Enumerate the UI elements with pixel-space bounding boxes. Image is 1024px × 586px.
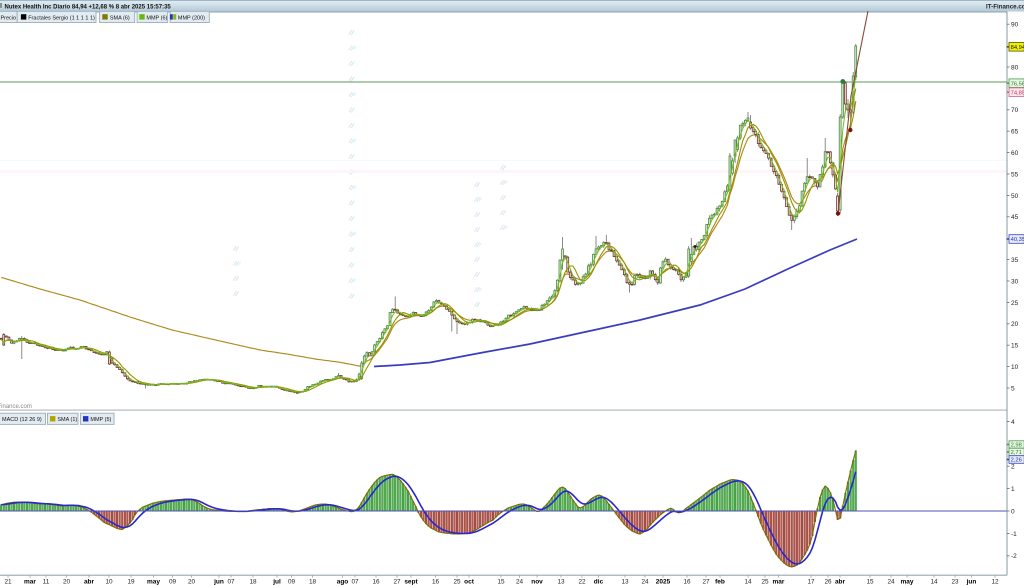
svg-text:2025: 2025 [656,579,671,586]
svg-text:13: 13 [621,579,629,586]
svg-text:18: 18 [249,579,257,586]
svg-text:jul: jul [272,579,281,586]
svg-text:27: 27 [393,579,401,586]
svg-text:sept: sept [404,579,418,586]
svg-text:may: may [900,579,913,586]
svg-text:10: 10 [1011,364,1019,371]
svg-text:24: 24 [516,579,524,586]
svg-text:dic: dic [594,579,604,586]
svg-text:0: 0 [1011,508,1015,515]
svg-text:IT-Finance.com: IT-Finance.com [0,404,32,410]
svg-text:74,85: 74,85 [1011,90,1024,96]
svg-text:25: 25 [761,579,769,586]
svg-text:Nutex Health Inc Diario 84,94: Nutex Health Inc Diario 84,94 +12,68 % 8… [5,5,172,11]
svg-text:2: 2 [1011,464,1015,471]
svg-text:abr: abr [84,579,95,586]
svg-text:40,35: 40,35 [1011,237,1024,243]
svg-text:11: 11 [43,579,50,586]
svg-text:65: 65 [1011,129,1019,136]
svg-text:20: 20 [63,579,71,586]
svg-text:55: 55 [1011,171,1019,178]
svg-text:50: 50 [1011,193,1019,200]
svg-text:21: 21 [4,579,12,586]
svg-text:90: 90 [1011,22,1019,29]
svg-text:4: 4 [1011,419,1015,426]
svg-text:feb: feb [715,579,725,586]
svg-text:may: may [147,579,160,586]
svg-text:76,56: 76,56 [1011,81,1024,87]
svg-text:1: 1 [1011,486,1015,493]
svg-text:13: 13 [557,579,565,586]
svg-text:10: 10 [105,579,113,586]
svg-text:mar: mar [773,579,785,586]
svg-text:SMA (1): SMA (1) [57,417,77,423]
svg-text:25: 25 [1011,300,1019,307]
svg-text:5: 5 [1011,385,1015,392]
svg-text:nov: nov [531,579,543,586]
svg-text:jun: jun [213,579,224,586]
svg-text:16: 16 [432,579,440,586]
svg-text:24: 24 [641,579,649,586]
svg-text:20: 20 [188,579,196,586]
svg-text:jun: jun [966,579,977,586]
svg-text:15: 15 [497,579,505,586]
svg-text:16: 16 [683,579,691,586]
svg-text:24: 24 [887,579,895,586]
svg-text:15: 15 [1011,343,1019,350]
svg-text:-2: -2 [1011,553,1017,560]
svg-text:MMP (200): MMP (200) [178,15,205,21]
svg-text:Precio: Precio [1,15,17,21]
svg-text:16: 16 [372,579,380,586]
svg-text:09: 09 [288,579,296,586]
svg-text:Fractales Sergio (1 1 1 1 1): Fractales Sergio (1 1 1 1 1) [28,15,95,21]
svg-text:45: 45 [1011,214,1019,221]
svg-text:20: 20 [1011,321,1019,328]
svg-text:70: 70 [1011,107,1019,114]
svg-text:14: 14 [744,579,752,586]
svg-text:22: 22 [578,579,586,586]
svg-text:18: 18 [309,579,317,586]
svg-text:MACD (12 26 9): MACD (12 26 9) [2,417,42,423]
svg-text:oct: oct [464,579,475,586]
svg-text:IT-Finance.com: IT-Finance.com [986,4,1024,11]
svg-text:2,71: 2,71 [1011,450,1022,456]
svg-text:12: 12 [991,579,999,586]
svg-text:MMP (6): MMP (6) [146,15,167,21]
svg-text:35: 35 [1011,257,1019,264]
svg-text:abr: abr [835,579,846,586]
svg-text:07: 07 [351,579,359,586]
svg-text:30: 30 [1011,278,1019,285]
svg-text:26: 26 [824,579,832,586]
svg-text:SMA (6): SMA (6) [110,15,130,21]
svg-text:mar: mar [24,579,36,586]
svg-text:14: 14 [930,579,938,586]
svg-text:MMP (5): MMP (5) [90,417,111,423]
svg-text:27: 27 [702,579,710,586]
svg-text:ago: ago [337,579,349,586]
svg-text:80: 80 [1011,64,1019,71]
svg-text:2,98: 2,98 [1011,443,1022,449]
svg-text:25: 25 [453,579,461,586]
svg-text:84,94: 84,94 [1011,45,1024,51]
svg-text:23: 23 [951,579,959,586]
svg-text:07: 07 [227,579,235,586]
svg-text:09: 09 [169,579,177,586]
svg-text:-1: -1 [1011,531,1017,538]
svg-text:2,26: 2,26 [1011,458,1022,464]
svg-text:15: 15 [866,579,874,586]
svg-text:60: 60 [1011,150,1019,157]
svg-text:17: 17 [807,579,815,586]
svg-text:19: 19 [127,579,135,586]
